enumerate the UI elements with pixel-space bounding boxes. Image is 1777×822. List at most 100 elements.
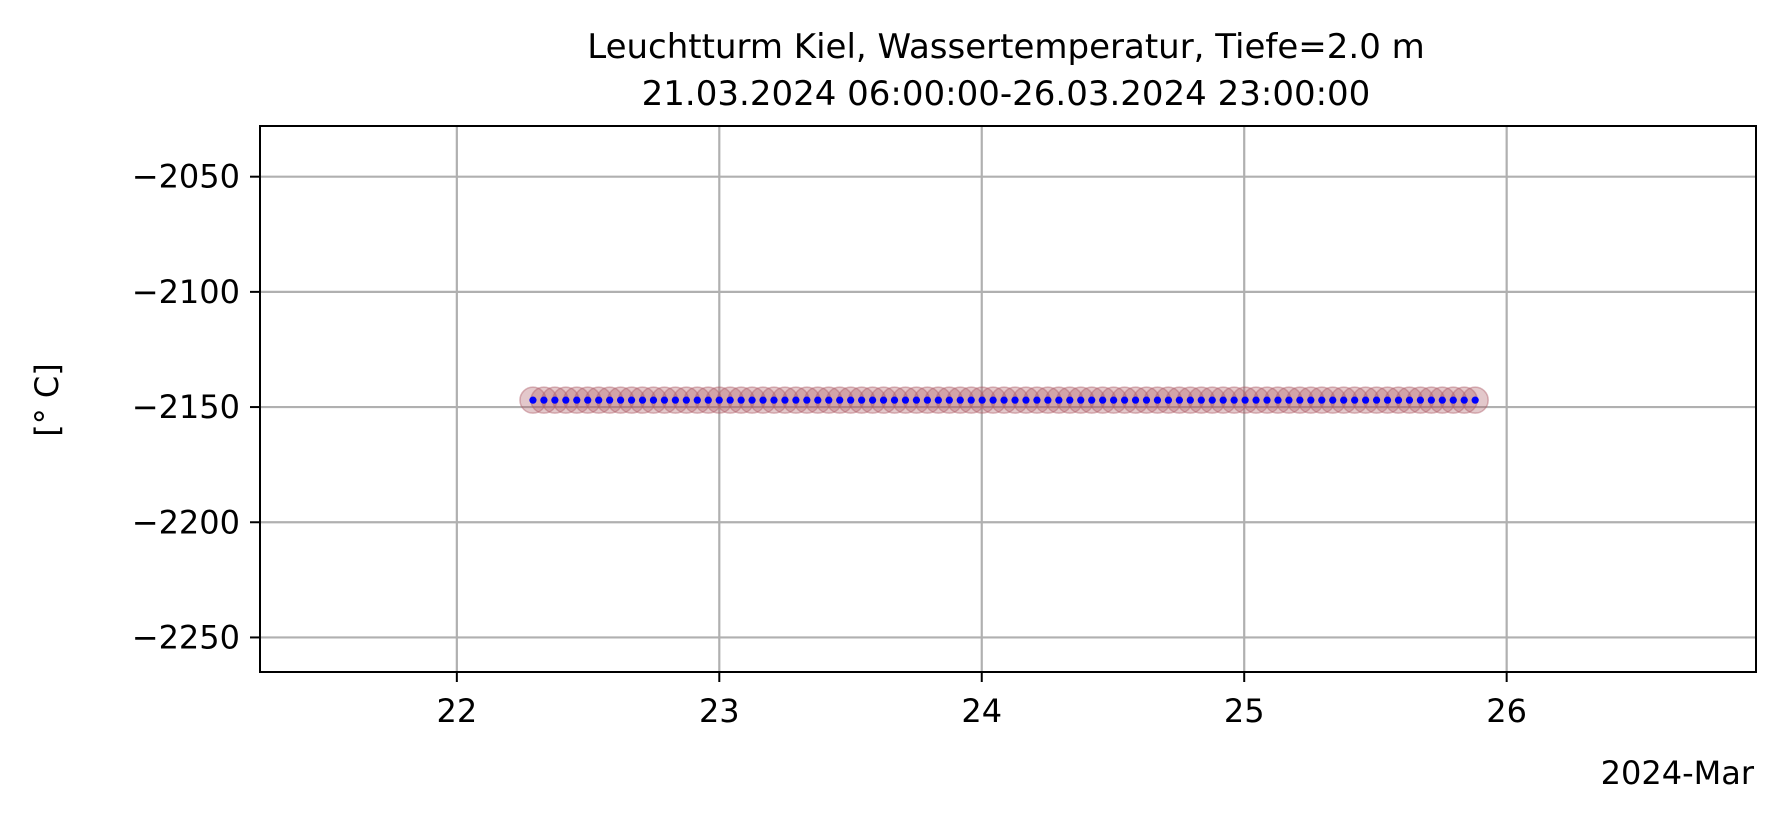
filtered-data-point — [912, 396, 921, 404]
filtered-data-point — [693, 396, 701, 404]
filtered-data-point — [1186, 396, 1194, 404]
filtered-data-point — [748, 396, 756, 404]
filtered-data-point — [1011, 396, 1019, 404]
filtered-data-point — [1438, 396, 1446, 404]
filtered-data-point — [1099, 396, 1107, 404]
x-axis: 22 23 24 25 26 — [436, 672, 1527, 730]
x-tick-label: 24 — [961, 692, 1002, 730]
filtered-data-point — [671, 396, 679, 404]
y-tick-label: −2050 — [132, 158, 240, 196]
y-axis-label: [° C] — [28, 363, 66, 436]
filtered-data-point — [1033, 396, 1041, 404]
filtered-data-point — [704, 396, 712, 404]
chart-title-line1: Leuchtturm Kiel, Wassertemperatur, Tiefe… — [587, 27, 1425, 67]
y-axis: −2050 −2100 −2150 −2200 −2250 — [132, 158, 260, 656]
filtered-data-point — [868, 396, 877, 404]
filtered-data-point — [814, 396, 822, 404]
filtered-data-point — [617, 396, 625, 404]
filtered-data-point — [1241, 396, 1249, 404]
filtered-data-point — [1208, 396, 1216, 404]
filtered-data-point — [836, 396, 844, 404]
filtered-data-point — [1405, 396, 1414, 404]
filtered-data-point — [649, 396, 658, 404]
filtered-data-point — [770, 396, 778, 404]
y-tick-label: −2150 — [132, 388, 240, 426]
filtered-data-point — [660, 396, 669, 404]
filtered-data-point — [595, 396, 603, 404]
filtered-data-point — [1427, 396, 1435, 404]
x-tick-label: 22 — [436, 692, 477, 730]
filtered-data-point — [715, 396, 723, 404]
filtered-data-point — [1066, 396, 1074, 404]
filtered-data-point — [1351, 396, 1359, 404]
filtered-data-point — [682, 396, 690, 404]
filtered-data-point — [1120, 396, 1129, 404]
filtered-data-point — [1383, 396, 1392, 404]
filtered-data-point — [573, 396, 581, 404]
filtered-data-point — [1362, 396, 1370, 404]
filtered-data-point — [551, 396, 559, 404]
filtered-data-point — [1142, 396, 1151, 404]
filtered-data-point — [1263, 396, 1271, 404]
filtered-data-point — [606, 396, 614, 404]
filtered-data-point — [1164, 396, 1173, 404]
y-tick-label: −2250 — [132, 618, 240, 656]
filtered-data-point — [1296, 396, 1304, 404]
filtered-data-point — [1285, 396, 1293, 404]
filtered-data-point — [923, 396, 931, 404]
filtered-data-point — [803, 396, 811, 404]
filtered-data-point — [934, 396, 942, 404]
filtered-data-point — [1044, 396, 1052, 404]
x-tick-label: 26 — [1486, 692, 1527, 730]
filtered-data-point — [1197, 396, 1205, 404]
filtered-data-point — [1077, 396, 1085, 404]
filtered-data-point — [1449, 396, 1457, 404]
filtered-data-point — [1307, 396, 1315, 404]
filtered-data-point — [978, 396, 986, 404]
filtered-data-point — [726, 396, 734, 404]
filtered-data-point — [1329, 396, 1337, 404]
filtered-data-point — [584, 396, 592, 404]
filtered-data-point — [737, 396, 745, 404]
filtered-data-point — [1394, 396, 1403, 404]
y-tick-label: −2100 — [132, 273, 240, 311]
chart-title-line2: 21.03.2024 06:00:00-26.03.2024 23:00:00 — [642, 74, 1371, 114]
filtered-data-point — [792, 396, 800, 404]
filtered-data-point — [890, 396, 899, 404]
filtered-data-point — [879, 396, 888, 404]
filtered-data-point — [540, 396, 548, 404]
filtered-data-point — [562, 396, 570, 404]
filtered-data-point — [1088, 396, 1096, 404]
y-tick-label: −2200 — [132, 503, 240, 541]
filtered-data-point — [1252, 396, 1260, 404]
filtered-data-point — [1230, 396, 1238, 404]
x-tick-label: 25 — [1224, 692, 1265, 730]
filtered-data-point — [1416, 396, 1424, 404]
x-axis-offset-label: 2024-Mar — [1601, 754, 1755, 792]
x-tick-label: 23 — [699, 692, 740, 730]
filtered-data-point — [1471, 396, 1479, 404]
filtered-data-point — [825, 396, 833, 404]
filtered-data-point — [1219, 396, 1227, 404]
filtered-data-point — [945, 396, 953, 404]
points-layer — [519, 386, 1489, 414]
filtered-data-point — [1055, 396, 1063, 404]
filtered-data-point — [1340, 396, 1348, 404]
filtered-data-point — [1131, 396, 1140, 404]
filtered-data-point — [901, 396, 910, 404]
filtered-data-point — [967, 396, 975, 404]
filtered-data-point — [858, 396, 866, 404]
filtered-data-point — [1372, 396, 1381, 404]
plot-frame — [259, 125, 1757, 673]
filtered-data-point — [1153, 396, 1162, 404]
filtered-data-point — [956, 396, 964, 404]
filtered-data-point — [529, 396, 537, 404]
filtered-data-point — [759, 396, 767, 404]
filtered-data-point — [1110, 396, 1118, 404]
filtered-data-point — [627, 396, 636, 404]
filtered-data-point — [1000, 396, 1008, 404]
filtered-data-point — [989, 396, 997, 404]
filtered-data-point — [1022, 396, 1030, 404]
